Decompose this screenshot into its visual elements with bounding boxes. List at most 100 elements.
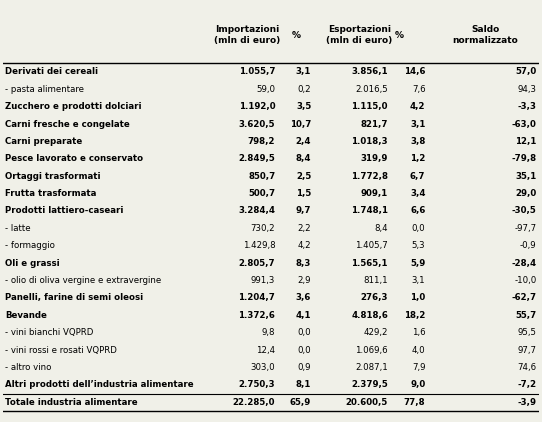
Text: 3,6: 3,6 bbox=[296, 293, 311, 303]
Text: 500,7: 500,7 bbox=[248, 189, 275, 198]
Text: - olio di oliva vergine e extravergine: - olio di oliva vergine e extravergine bbox=[5, 276, 162, 285]
Text: 1.192,0: 1.192,0 bbox=[238, 102, 275, 111]
Text: -97,7: -97,7 bbox=[514, 224, 537, 233]
Text: -63,0: -63,0 bbox=[512, 119, 537, 129]
Text: Saldo
normalizzato: Saldo normalizzato bbox=[453, 25, 519, 45]
Text: 94,3: 94,3 bbox=[518, 85, 537, 94]
Text: 1.772,8: 1.772,8 bbox=[351, 172, 388, 181]
Text: 303,0: 303,0 bbox=[250, 363, 275, 372]
Text: 20.600,5: 20.600,5 bbox=[346, 398, 388, 407]
Text: 1.372,6: 1.372,6 bbox=[238, 311, 275, 320]
Text: 1.204,7: 1.204,7 bbox=[238, 293, 275, 303]
Text: - latte: - latte bbox=[5, 224, 31, 233]
Text: 7,9: 7,9 bbox=[412, 363, 425, 372]
Text: 9,0: 9,0 bbox=[410, 380, 425, 390]
Text: -28,4: -28,4 bbox=[512, 259, 537, 268]
Text: 1.429,8: 1.429,8 bbox=[243, 241, 275, 250]
Text: 1.565,1: 1.565,1 bbox=[351, 259, 388, 268]
Text: 2.849,5: 2.849,5 bbox=[238, 154, 275, 163]
Text: Prodotti lattiero-caseari: Prodotti lattiero-caseari bbox=[5, 206, 124, 216]
Text: 798,2: 798,2 bbox=[248, 137, 275, 146]
Text: 5,3: 5,3 bbox=[412, 241, 425, 250]
Text: - pasta alimentare: - pasta alimentare bbox=[5, 85, 85, 94]
Text: 730,2: 730,2 bbox=[250, 224, 275, 233]
Text: 95,5: 95,5 bbox=[518, 328, 537, 337]
Text: - vini bianchi VQPRD: - vini bianchi VQPRD bbox=[5, 328, 94, 337]
Text: 1.115,0: 1.115,0 bbox=[351, 102, 388, 111]
Text: 2.016,5: 2.016,5 bbox=[355, 85, 388, 94]
Text: 3,1: 3,1 bbox=[296, 68, 311, 76]
Text: -30,5: -30,5 bbox=[512, 206, 537, 216]
Text: 12,1: 12,1 bbox=[515, 137, 537, 146]
Text: 14,6: 14,6 bbox=[404, 68, 425, 76]
Text: 8,1: 8,1 bbox=[296, 380, 311, 390]
Text: Importazioni
(mln di euro): Importazioni (mln di euro) bbox=[214, 25, 280, 45]
Text: Bevande: Bevande bbox=[5, 311, 47, 320]
Text: Altri prodotti dell’industria alimentare: Altri prodotti dell’industria alimentare bbox=[5, 380, 194, 390]
Text: 429,2: 429,2 bbox=[364, 328, 388, 337]
Text: 1,0: 1,0 bbox=[410, 293, 425, 303]
Text: 8,4: 8,4 bbox=[375, 224, 388, 233]
Text: Frutta trasformata: Frutta trasformata bbox=[5, 189, 97, 198]
Text: 77,8: 77,8 bbox=[404, 398, 425, 407]
Text: 4,0: 4,0 bbox=[412, 346, 425, 354]
Text: 74,6: 74,6 bbox=[518, 363, 537, 372]
Text: Esportazioni
(mln di euro): Esportazioni (mln di euro) bbox=[326, 25, 392, 45]
Text: 4.818,6: 4.818,6 bbox=[351, 311, 388, 320]
Text: -3,3: -3,3 bbox=[518, 102, 537, 111]
Text: 1.018,3: 1.018,3 bbox=[351, 137, 388, 146]
Text: - vini rossi e rosati VQPRD: - vini rossi e rosati VQPRD bbox=[5, 346, 117, 354]
Text: 65,9: 65,9 bbox=[290, 398, 311, 407]
Text: 1.748,1: 1.748,1 bbox=[351, 206, 388, 216]
Text: 1,2: 1,2 bbox=[410, 154, 425, 163]
Text: 9,7: 9,7 bbox=[296, 206, 311, 216]
Text: -3,9: -3,9 bbox=[518, 398, 537, 407]
Text: Carni preparate: Carni preparate bbox=[5, 137, 83, 146]
Text: Derivati dei cereali: Derivati dei cereali bbox=[5, 68, 99, 76]
Text: 97,7: 97,7 bbox=[518, 346, 537, 354]
Text: 2.750,3: 2.750,3 bbox=[238, 380, 275, 390]
Text: 3.856,1: 3.856,1 bbox=[351, 68, 388, 76]
Text: 1.069,6: 1.069,6 bbox=[356, 346, 388, 354]
Text: Carni fresche e congelate: Carni fresche e congelate bbox=[5, 119, 130, 129]
Text: 8,3: 8,3 bbox=[296, 259, 311, 268]
Text: 3,8: 3,8 bbox=[410, 137, 425, 146]
Text: 29,0: 29,0 bbox=[515, 189, 537, 198]
Text: -7,2: -7,2 bbox=[518, 380, 537, 390]
Text: 1.405,7: 1.405,7 bbox=[355, 241, 388, 250]
Text: Pesce lavorato e conservato: Pesce lavorato e conservato bbox=[5, 154, 144, 163]
Text: 59,0: 59,0 bbox=[256, 85, 275, 94]
Text: 1,6: 1,6 bbox=[412, 328, 425, 337]
Text: 2.087,1: 2.087,1 bbox=[355, 363, 388, 372]
Text: 2.805,7: 2.805,7 bbox=[238, 259, 275, 268]
Text: 6,7: 6,7 bbox=[410, 172, 425, 181]
Text: 2.379,5: 2.379,5 bbox=[351, 380, 388, 390]
Text: 2,2: 2,2 bbox=[298, 224, 311, 233]
Text: 0,9: 0,9 bbox=[298, 363, 311, 372]
Text: 18,2: 18,2 bbox=[404, 311, 425, 320]
Text: Panelli, farine di semi oleosi: Panelli, farine di semi oleosi bbox=[5, 293, 144, 303]
Text: 3,5: 3,5 bbox=[296, 102, 311, 111]
Text: -62,7: -62,7 bbox=[512, 293, 537, 303]
Text: 6,6: 6,6 bbox=[410, 206, 425, 216]
Text: 3.284,4: 3.284,4 bbox=[238, 206, 275, 216]
Text: 57,0: 57,0 bbox=[515, 68, 537, 76]
Text: 4,1: 4,1 bbox=[296, 311, 311, 320]
Text: 22.285,0: 22.285,0 bbox=[233, 398, 275, 407]
Text: - altro vino: - altro vino bbox=[5, 363, 52, 372]
Text: 276,3: 276,3 bbox=[360, 293, 388, 303]
Text: 3,4: 3,4 bbox=[410, 189, 425, 198]
Text: 319,9: 319,9 bbox=[360, 154, 388, 163]
Text: 0,2: 0,2 bbox=[298, 85, 311, 94]
Text: %: % bbox=[292, 30, 301, 40]
Text: Totale industria alimentare: Totale industria alimentare bbox=[5, 398, 138, 407]
Text: 2,4: 2,4 bbox=[296, 137, 311, 146]
Text: Ortaggi trasformati: Ortaggi trasformati bbox=[5, 172, 101, 181]
Text: 821,7: 821,7 bbox=[360, 119, 388, 129]
Text: 850,7: 850,7 bbox=[248, 172, 275, 181]
Text: Zucchero e prodotti dolciari: Zucchero e prodotti dolciari bbox=[5, 102, 142, 111]
Text: 1,5: 1,5 bbox=[296, 189, 311, 198]
Text: 991,3: 991,3 bbox=[251, 276, 275, 285]
Text: 0,0: 0,0 bbox=[298, 328, 311, 337]
Text: - formaggio: - formaggio bbox=[5, 241, 55, 250]
